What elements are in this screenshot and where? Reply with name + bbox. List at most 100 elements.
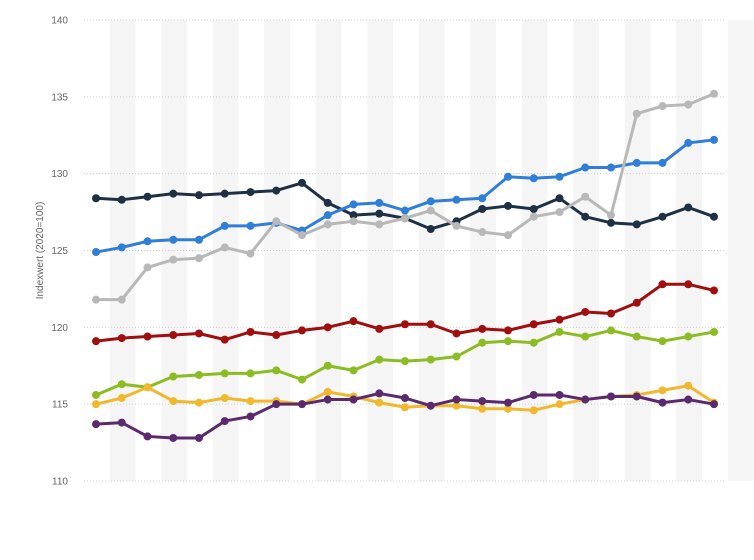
series-2 (92, 135, 718, 257)
data-point (117, 295, 126, 304)
data-point (555, 400, 564, 409)
data-point (117, 243, 126, 252)
y-tick-label: 140 (51, 16, 68, 27)
data-point (220, 417, 229, 426)
data-point (684, 332, 693, 341)
data-point (375, 389, 384, 398)
data-point (195, 191, 203, 200)
column-band (315, 20, 342, 481)
data-point (581, 212, 590, 221)
data-point (632, 332, 641, 341)
data-point (607, 309, 615, 318)
data-point (529, 390, 538, 399)
data-point (169, 397, 178, 406)
data-point (246, 397, 255, 406)
data-point (581, 395, 590, 404)
data-point (710, 212, 718, 221)
data-point (710, 286, 718, 295)
data-point (401, 206, 409, 215)
data-point (478, 397, 487, 406)
data-point (246, 249, 255, 258)
data-point (143, 383, 152, 392)
data-point (143, 332, 152, 341)
data-point (349, 317, 358, 326)
data-point (426, 355, 435, 364)
data-point (401, 403, 409, 412)
data-point (195, 370, 203, 379)
data-point (529, 174, 538, 183)
data-point (684, 138, 693, 147)
data-point (298, 178, 306, 187)
data-point (632, 109, 641, 118)
data-point (272, 366, 281, 375)
data-point (632, 220, 641, 229)
data-point (349, 211, 358, 220)
data-point (375, 198, 384, 207)
data-point (169, 331, 178, 340)
data-point (452, 221, 461, 230)
data-point (195, 235, 203, 244)
column-band (676, 20, 702, 481)
data-point (658, 386, 667, 395)
data-point (529, 406, 538, 415)
data-point (581, 163, 590, 172)
data-point (272, 217, 281, 226)
data-point (452, 195, 461, 204)
data-point (92, 420, 100, 429)
data-point (246, 327, 255, 336)
column-band (418, 20, 445, 481)
data-point (298, 400, 306, 409)
data-point (426, 224, 435, 233)
data-point (169, 372, 178, 381)
data-point (555, 315, 564, 324)
series-5 (92, 326, 718, 399)
data-point (375, 209, 384, 218)
data-point (220, 369, 229, 378)
data-point (452, 329, 461, 338)
data-point (504, 231, 512, 240)
data-point (555, 172, 564, 181)
column-band (264, 20, 290, 481)
data-point (143, 192, 152, 201)
data-point (117, 418, 126, 427)
data-point (92, 248, 100, 257)
data-point (143, 432, 152, 441)
data-point (375, 220, 384, 229)
data-point (401, 320, 409, 329)
data-point (504, 172, 512, 181)
data-point (684, 203, 693, 212)
data-point (323, 361, 332, 370)
data-point (92, 337, 100, 346)
data-point (658, 212, 667, 221)
data-point (349, 395, 358, 404)
data-point (323, 323, 332, 332)
y-tick-label: 120 (51, 323, 68, 334)
column-band (367, 20, 393, 481)
data-point (504, 404, 512, 413)
data-point (220, 221, 229, 230)
data-point (581, 192, 590, 201)
data-point (581, 332, 590, 341)
data-point (298, 231, 306, 240)
column-band (727, 20, 754, 481)
data-point (504, 201, 512, 210)
data-point (684, 280, 693, 289)
data-point (375, 355, 384, 364)
data-point (220, 243, 229, 252)
data-point (504, 337, 512, 346)
data-point (92, 400, 100, 409)
data-point (298, 375, 306, 384)
column-band (573, 20, 599, 481)
data-point (117, 394, 126, 403)
data-point (478, 228, 487, 237)
data-point (349, 200, 358, 209)
data-point (169, 433, 178, 442)
data-point (478, 338, 487, 347)
data-point (323, 211, 332, 220)
data-point (607, 392, 615, 401)
series-7 (92, 389, 718, 442)
data-point (555, 208, 564, 217)
data-point (710, 135, 718, 144)
data-point (607, 163, 615, 172)
data-point (529, 212, 538, 221)
